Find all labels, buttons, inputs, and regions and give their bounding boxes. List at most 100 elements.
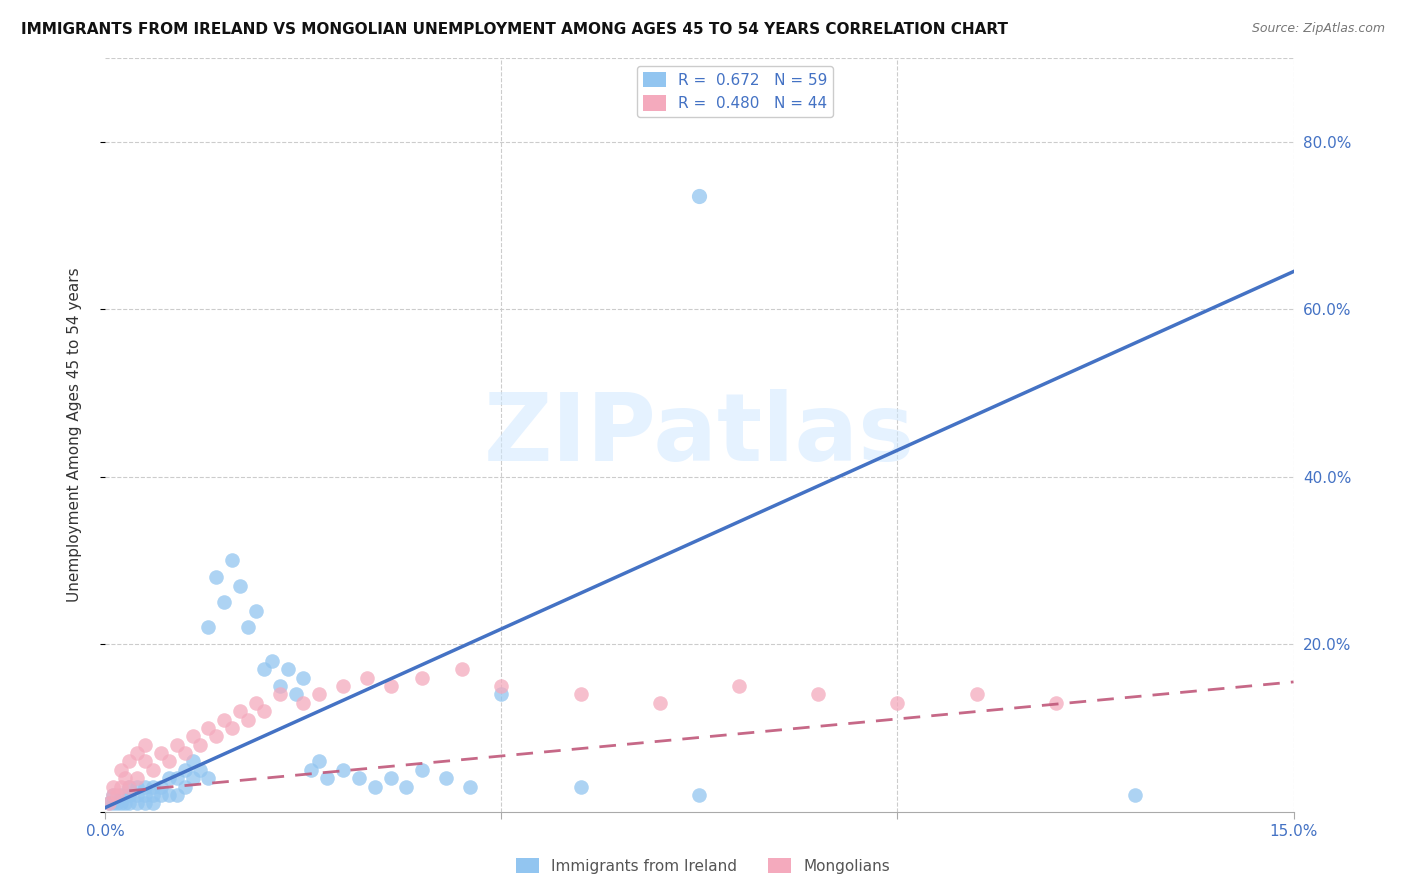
Point (157, 788, 180, 802)
Point (118, 788, 141, 802)
Point (332, 679, 354, 693)
Point (491, 679, 513, 693)
Point (105, 797, 128, 811)
Point (98, 797, 121, 811)
Point (245, 696, 267, 710)
Point (127, 797, 149, 811)
Point (648, 696, 671, 710)
Point (103, 788, 125, 802)
Point (134, 797, 156, 811)
Point (173, 763, 195, 777)
Point (114, 771, 136, 785)
Legend: Immigrants from Ireland, Mongolians: Immigrants from Ireland, Mongolians (510, 852, 896, 880)
Point (118, 755, 141, 769)
Point (166, 771, 188, 785)
Point (142, 763, 165, 777)
Point (205, 730, 228, 744)
Point (110, 797, 132, 811)
Point (190, 763, 212, 777)
Point (127, 771, 149, 785)
Point (569, 780, 592, 794)
Point (221, 721, 243, 735)
Point (149, 788, 172, 802)
Point (347, 771, 370, 785)
Point (205, 570, 228, 584)
Point (142, 797, 165, 811)
Text: ZIPatlas: ZIPatlas (484, 389, 915, 481)
Text: Source: ZipAtlas.com: Source: ZipAtlas.com (1251, 22, 1385, 36)
Point (134, 738, 156, 752)
Point (229, 704, 252, 718)
Point (689, 189, 711, 203)
Point (197, 771, 219, 785)
Point (190, 738, 212, 752)
Point (380, 679, 402, 693)
Point (807, 688, 830, 702)
Point (245, 604, 267, 618)
Point (966, 688, 988, 702)
Point (127, 780, 149, 794)
Point (103, 797, 125, 811)
Point (197, 721, 219, 735)
Point (221, 553, 243, 567)
Point (253, 704, 276, 718)
Point (886, 696, 908, 710)
Point (105, 788, 128, 802)
Point (292, 671, 315, 685)
Point (491, 688, 513, 702)
Point (380, 771, 402, 785)
Point (142, 788, 165, 802)
Point (1123, 788, 1146, 802)
Point (118, 780, 141, 794)
Point (450, 662, 472, 676)
Point (269, 679, 291, 693)
Point (134, 788, 156, 802)
Point (434, 771, 457, 785)
Point (277, 662, 299, 676)
Point (284, 688, 307, 702)
Point (118, 797, 141, 811)
Point (110, 763, 132, 777)
Point (197, 620, 219, 634)
Point (229, 578, 252, 592)
Point (253, 662, 276, 676)
Point (157, 755, 180, 769)
Point (689, 788, 711, 802)
Point (411, 763, 433, 777)
Point (181, 755, 204, 769)
Point (103, 780, 125, 794)
Point (356, 671, 378, 685)
Text: IMMIGRANTS FROM IRELAND VS MONGOLIAN UNEMPLOYMENT AMONG AGES 45 TO 54 YEARS CORR: IMMIGRANTS FROM IRELAND VS MONGOLIAN UNE… (21, 22, 1008, 37)
Y-axis label: Unemployment Among Ages 45 to 54 years: Unemployment Among Ages 45 to 54 years (67, 268, 82, 602)
Point (214, 595, 236, 609)
Point (569, 688, 592, 702)
Point (103, 788, 125, 802)
Point (181, 730, 204, 744)
Point (173, 746, 195, 760)
Point (118, 780, 141, 794)
Point (166, 788, 188, 802)
Point (149, 746, 172, 760)
Point (728, 679, 751, 693)
Point (292, 696, 315, 710)
Point (214, 713, 236, 727)
Point (395, 780, 418, 794)
Point (458, 780, 481, 794)
Point (166, 738, 188, 752)
Point (157, 771, 180, 785)
Point (98, 797, 121, 811)
Point (332, 763, 354, 777)
Point (149, 780, 172, 794)
Point (308, 688, 330, 702)
Point (1045, 696, 1067, 710)
Point (127, 746, 149, 760)
Point (110, 780, 132, 794)
Point (236, 713, 259, 727)
Point (173, 780, 195, 794)
Point (110, 788, 132, 802)
Point (260, 654, 283, 668)
Point (142, 780, 165, 794)
Point (299, 763, 322, 777)
Point (269, 688, 291, 702)
Point (114, 797, 136, 811)
